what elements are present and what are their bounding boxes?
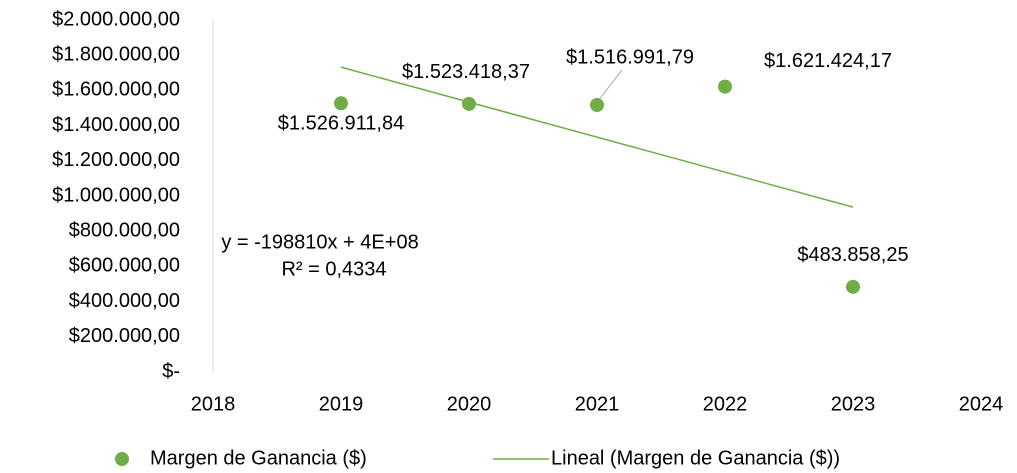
y-tick-label: $- [162,360,180,382]
x-tick-label: 2020 [447,393,492,415]
data-label: $1.516.991,79 [566,46,694,68]
x-tick-label: 2023 [831,393,876,415]
data-label: $1.526.911,84 [278,113,404,135]
y-tick-label: $200.000,00 [69,325,180,347]
y-tick-label: $1.800.000,00 [52,43,180,65]
x-tick-label: 2019 [319,393,364,415]
y-tick-label: $600.000,00 [69,255,180,277]
trendline-equation: y = -198810x + 4E+08 [221,231,418,253]
data-label: $483.858,25 [797,244,908,266]
y-tick-label: $1.600.000,00 [52,79,180,101]
data-point [846,279,860,294]
trendline [340,66,854,208]
trendline-r2: R² = 0,4334 [281,258,386,280]
y-tick-label: $1.200.000,00 [52,149,180,171]
x-tick-label: 2021 [575,393,620,415]
x-tick-label: 2024 [959,393,1004,415]
y-tick-label: $1.000.000,00 [52,184,180,206]
data-point [334,96,348,111]
y-tick-label: $1.400.000,00 [52,114,180,136]
legend-marker [115,452,129,466]
data-label: $1.523.418,37 [402,61,530,83]
data-point [590,98,604,113]
data-label: $1.621.424,17 [764,50,892,72]
y-tick-label: $800.000,00 [69,219,180,241]
x-tick-label: 2022 [703,393,748,415]
data-point [718,79,732,94]
legend-label: Margen de Ganancia ($) [150,447,367,469]
leader-line [597,69,623,102]
y-tick-label: $400.000,00 [69,290,180,312]
x-tick-label: 2018 [191,393,236,415]
y-tick-label: $2.000.000,00 [52,8,180,30]
legend-label: Lineal (Margen de Ganancia ($)) [551,447,840,469]
data-point [462,96,476,111]
